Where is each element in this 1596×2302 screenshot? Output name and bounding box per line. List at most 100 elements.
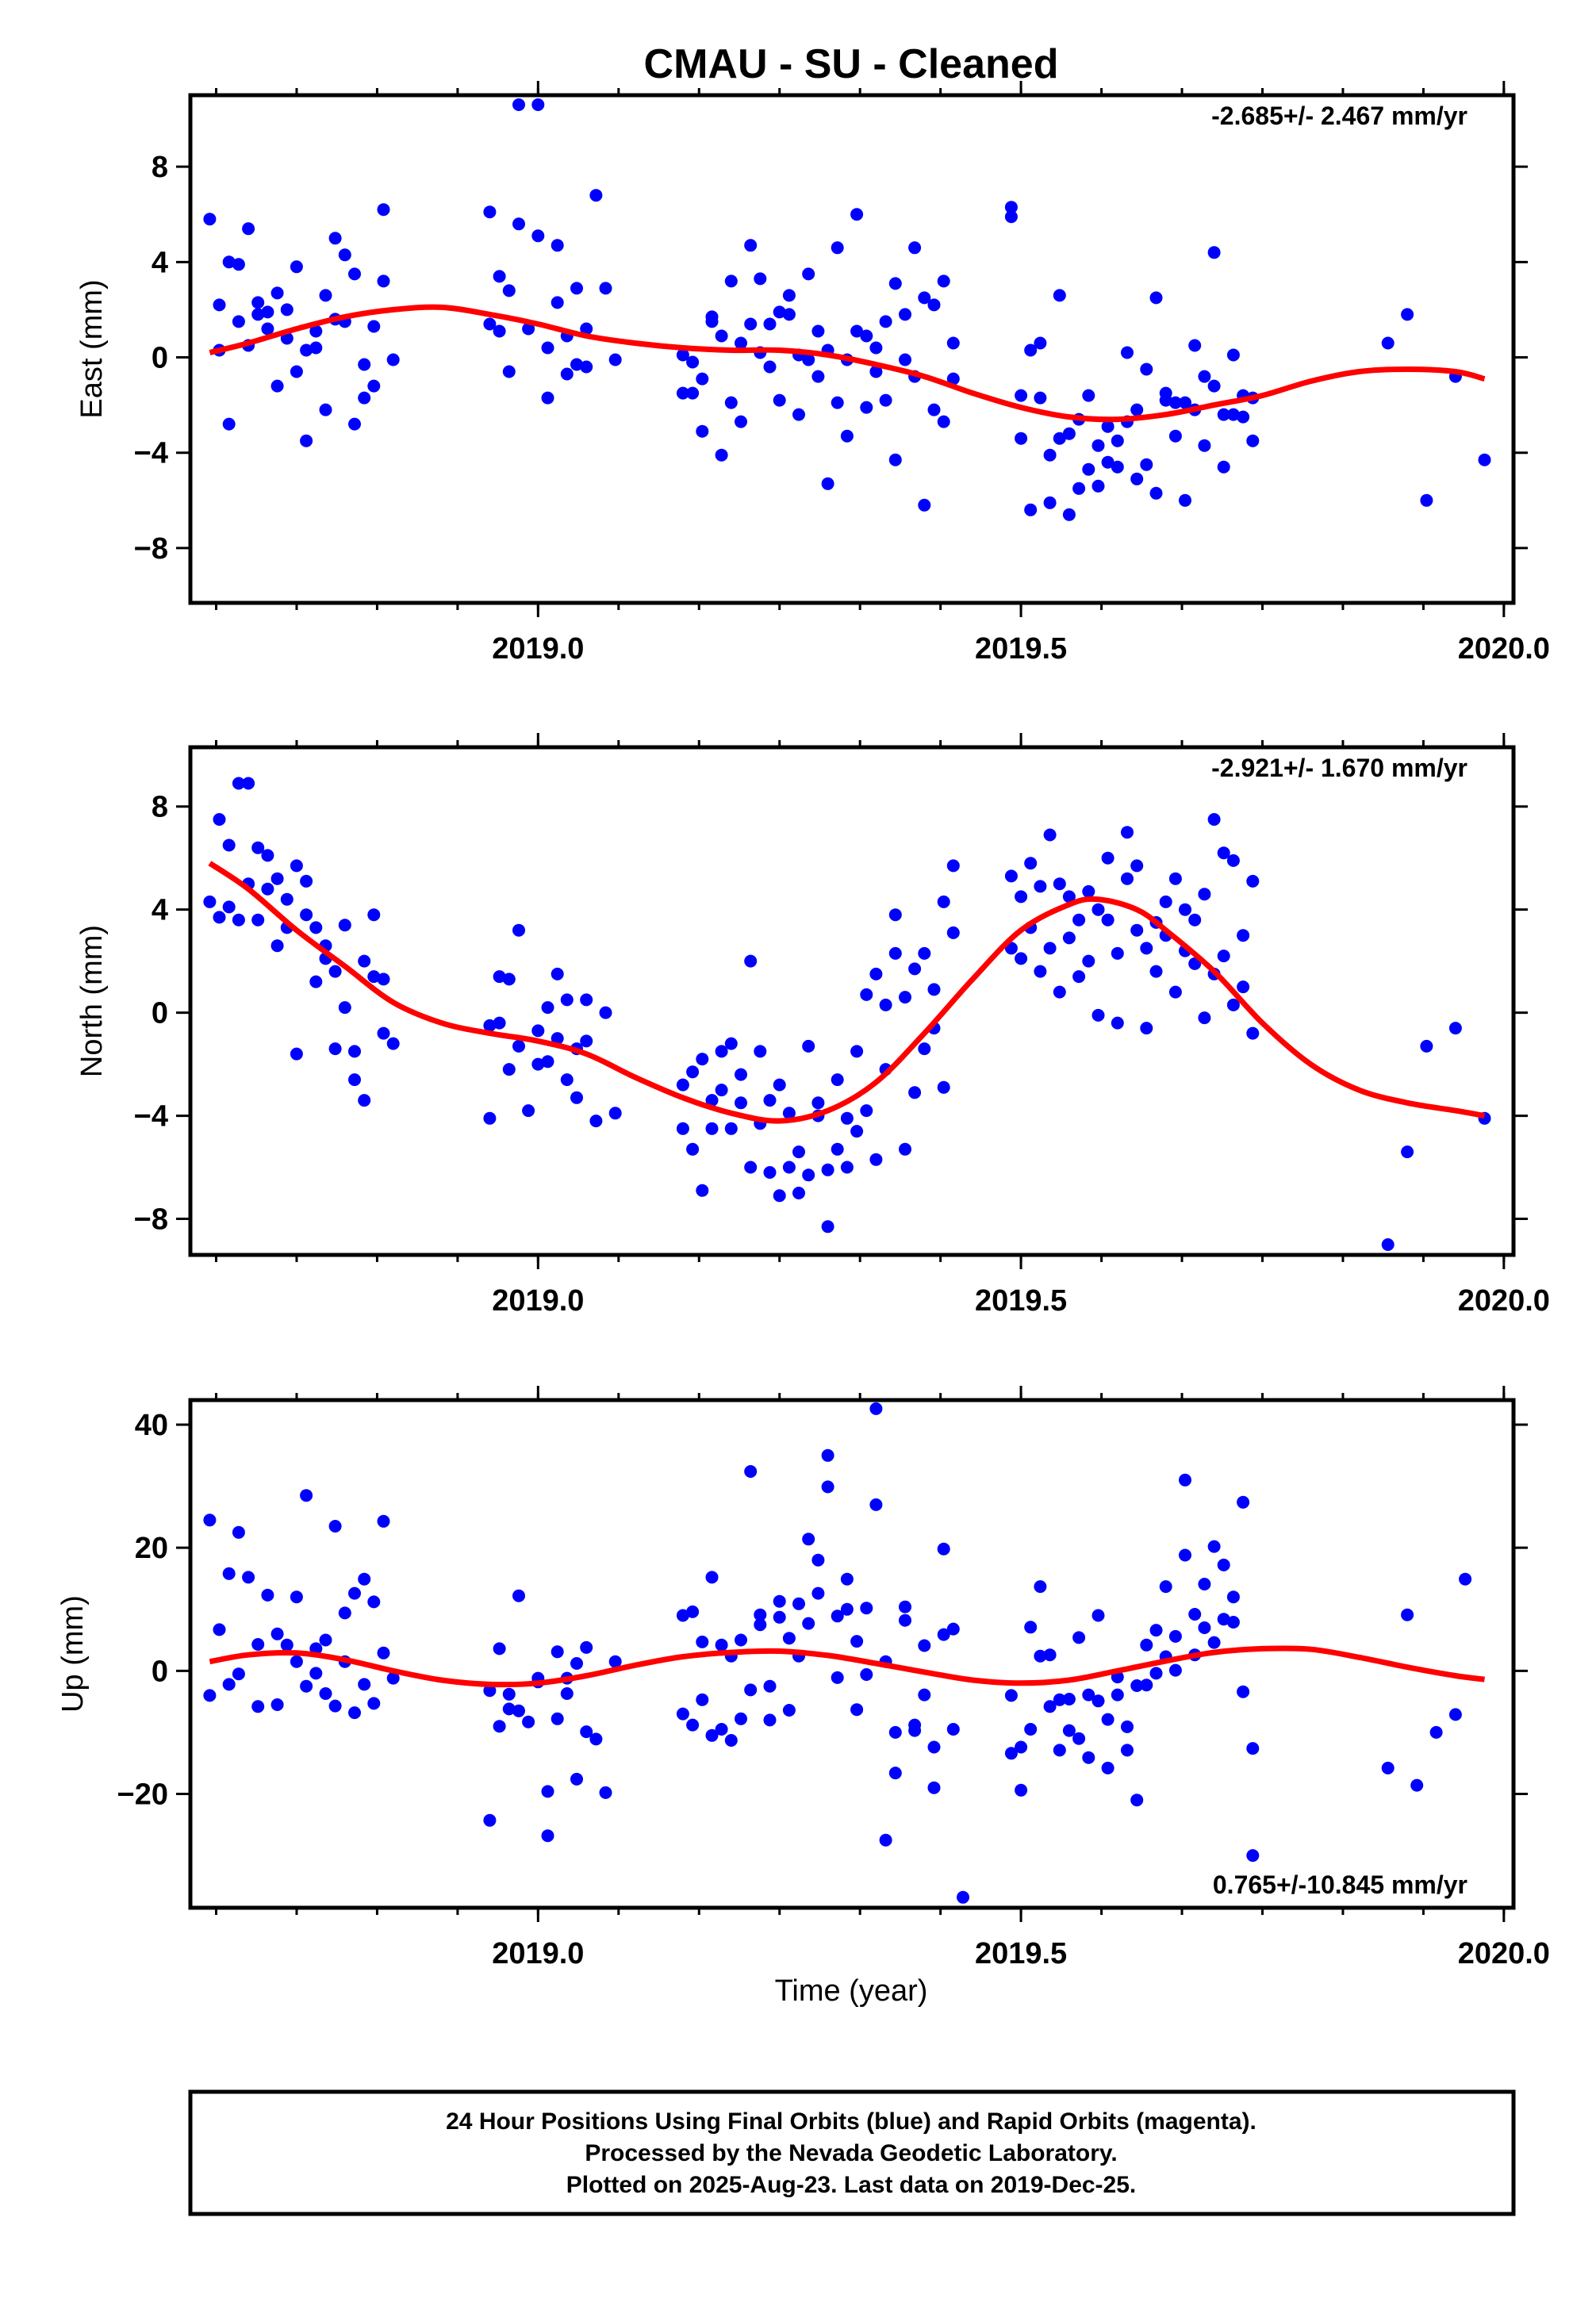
east-data-point (358, 358, 371, 371)
up-data-point (1401, 1608, 1414, 1621)
up-data-point (1459, 1572, 1472, 1586)
east-data-point (782, 308, 796, 321)
east-data-point (242, 222, 255, 236)
up-data-point (754, 1608, 767, 1621)
north-data-point (918, 946, 931, 960)
north-data-point (735, 1096, 747, 1110)
east-data-point (1034, 336, 1047, 350)
east-data-point (1121, 346, 1134, 359)
east-data-point (232, 315, 245, 328)
up-data-point (869, 1498, 883, 1511)
up-data-point (773, 1610, 786, 1624)
up-data-point (715, 1638, 728, 1652)
east-data-point (560, 367, 574, 381)
east-data-point (1198, 370, 1211, 383)
north-data-point (1121, 826, 1134, 839)
up-data-point (300, 1679, 313, 1693)
up-data-point (300, 1489, 313, 1502)
up-data-point (1121, 1744, 1134, 1757)
east-data-point (1130, 472, 1144, 485)
north-data-point (879, 998, 892, 1011)
north-data-point (724, 1037, 738, 1050)
north-data-point (589, 1115, 603, 1128)
north-data-point (251, 841, 265, 854)
up-data-point (1015, 1740, 1028, 1754)
up-data-point (1091, 1609, 1105, 1622)
east-data-point (338, 248, 351, 262)
up-data-point (888, 1767, 902, 1780)
north-data-point (367, 908, 381, 922)
up-data-point (551, 1712, 564, 1725)
up-data-point (560, 1687, 574, 1700)
north-data-point (551, 967, 564, 980)
east-data-point (1062, 508, 1076, 521)
north-data-point (309, 921, 323, 934)
east-data-point (1168, 396, 1182, 409)
east-y-tick-label: −8 (134, 532, 168, 566)
footer-line-3: Plotted on 2025-Aug-23. Last data on 201… (566, 2172, 1137, 2198)
north-data-point (222, 838, 236, 852)
north-data-point (860, 1104, 873, 1118)
north-data-point (560, 1073, 574, 1087)
north-data-point (1082, 954, 1095, 968)
east-data-point (869, 341, 883, 355)
north-data-point (1043, 828, 1057, 842)
up-data-point (328, 1699, 342, 1713)
east-plot-frame (188, 93, 1516, 605)
up-data-point (705, 1728, 719, 1742)
north-data-point (1004, 869, 1018, 883)
up-data-point (1130, 1794, 1144, 1807)
north-data-point (213, 911, 226, 924)
north-data-point (1188, 957, 1202, 970)
east-data-point (1111, 460, 1124, 474)
up-data-point (589, 1732, 603, 1746)
north-data-point (686, 1065, 700, 1079)
up-data-point (570, 1772, 583, 1786)
up-data-point (251, 1638, 265, 1651)
east-data-point (367, 379, 381, 393)
up-data-point (570, 1657, 583, 1670)
up-data-point (1159, 1580, 1172, 1594)
footer-line-1: 24 Hour Positions Using Final Orbits (bl… (446, 2108, 1256, 2135)
east-data-point (367, 320, 381, 333)
east-data-point (1246, 434, 1260, 447)
up-data-point (367, 1697, 381, 1710)
up-data-point (290, 1655, 303, 1668)
east-y-axis-label: East (mm) (75, 279, 109, 418)
east-data-point (1111, 434, 1124, 447)
north-data-point (338, 1001, 351, 1015)
east-data-point (290, 260, 303, 274)
up-data-point (1149, 1667, 1163, 1680)
up-data-point (541, 1785, 554, 1798)
east-data-point (696, 424, 709, 438)
north-rate-label: -2.921+/- 1.670 mm/yr (1211, 754, 1467, 782)
north-data-point (850, 1125, 864, 1138)
up-data-point (232, 1667, 245, 1681)
up-data-point (232, 1525, 245, 1539)
north-x-tick-label: 2019.0 (492, 1284, 584, 1318)
east-data-point (222, 417, 236, 431)
up-data-point (918, 1688, 931, 1702)
north-data-point (358, 1094, 371, 1107)
east-data-point (570, 282, 583, 295)
north-data-point (222, 900, 236, 914)
north-data-point (203, 895, 217, 908)
north-data-point (541, 1001, 554, 1015)
up-data-point (735, 1712, 747, 1725)
up-data-point (850, 1703, 864, 1717)
north-data-point (782, 1161, 796, 1174)
east-data-point (1159, 393, 1172, 407)
north-data-point (1072, 913, 1086, 927)
north-data-point (1401, 1145, 1414, 1159)
east-data-point (1043, 496, 1057, 509)
north-data-point (1034, 880, 1047, 893)
up-data-point (927, 1781, 941, 1794)
up-data-point (1034, 1580, 1047, 1594)
north-data-point (705, 1094, 719, 1107)
north-data-point (831, 1142, 844, 1156)
up-data-point (1121, 1720, 1134, 1733)
north-data-point (831, 1073, 844, 1087)
north-data-point (531, 1024, 545, 1038)
up-data-point (811, 1553, 825, 1567)
north-data-point (251, 913, 265, 927)
